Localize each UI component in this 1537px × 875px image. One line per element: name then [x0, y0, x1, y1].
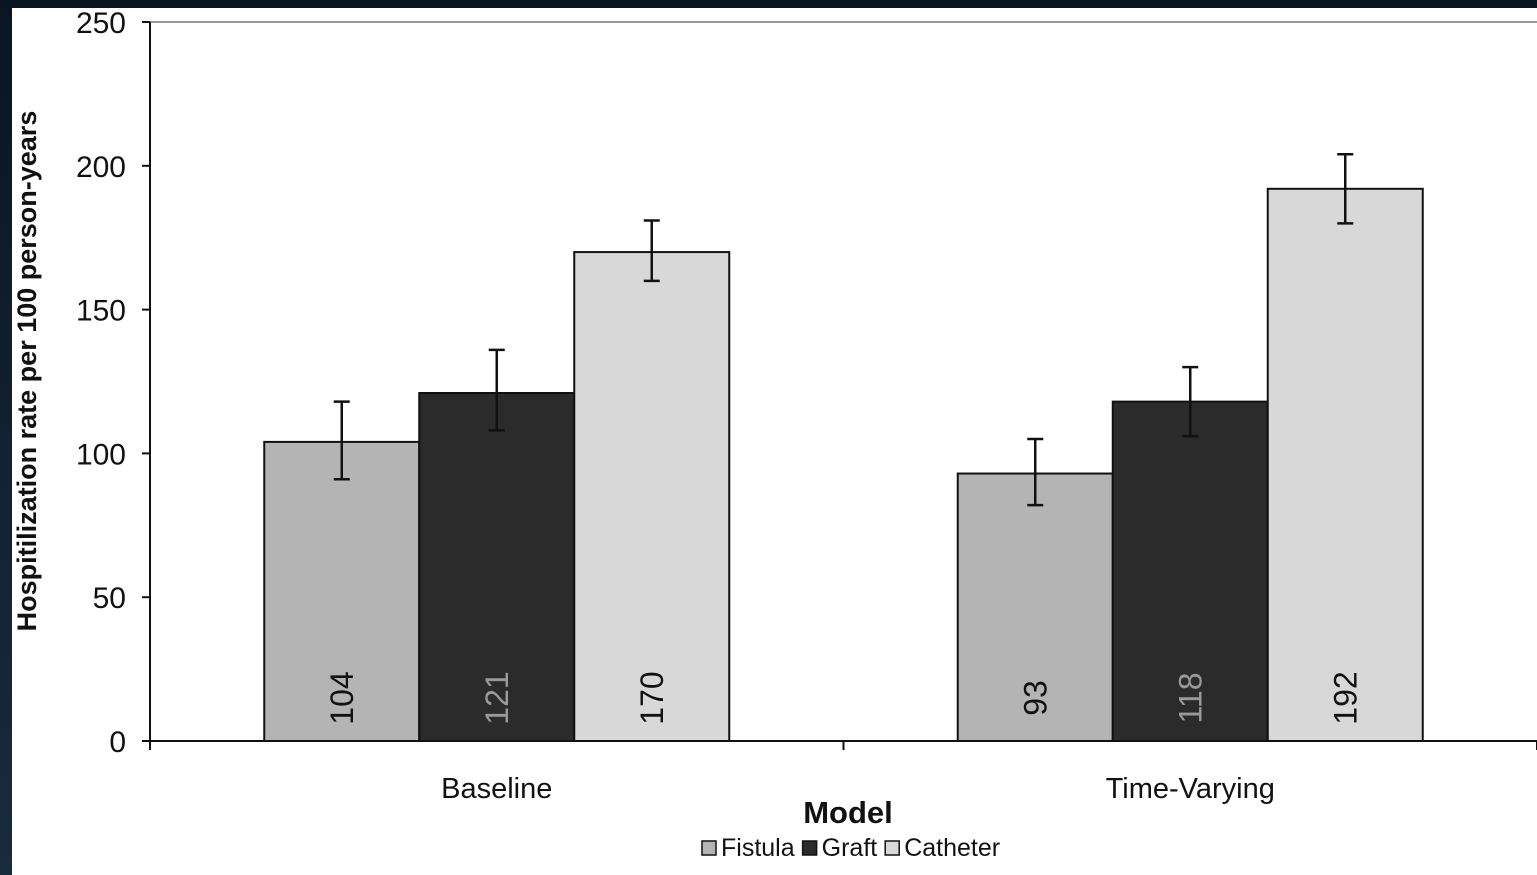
y-tick-label: 50	[93, 582, 126, 615]
x-category-label: Time-Varying	[1106, 773, 1275, 805]
legend: Fistula Graft Catheter	[701, 834, 1000, 862]
bar-value-label: 104	[324, 671, 360, 724]
bar-graft	[418, 392, 576, 742]
x-axis-title: Model	[803, 795, 893, 830]
bar-fistula	[263, 440, 421, 742]
legend-label-catheter: Catheter	[904, 834, 1000, 862]
y-axis-title: Hospitilization rate per 100 person-year…	[12, 111, 42, 632]
legend-swatch-catheter	[884, 840, 900, 856]
legend-swatch-fistula	[701, 840, 717, 856]
tick-labels: 0 50 100 150 200 250 Baseline Time-Varying	[76, 8, 1275, 805]
y-tick-label: 200	[76, 151, 126, 184]
y-tick-label: 100	[76, 438, 126, 471]
error-bars	[333, 153, 1354, 507]
x-category-label: Baseline	[441, 773, 552, 805]
legend-label-graft: Graft	[822, 834, 878, 862]
bar-graft	[1111, 400, 1269, 742]
bar-chart: 104 121 170 93 118 192 0 50 100 150 200 250 Baselin…	[12, 8, 1537, 862]
y-tick-label: 150	[76, 295, 126, 328]
y-tick-label: 0	[109, 726, 126, 759]
bar-value-label: 93	[1017, 680, 1053, 716]
legend-label-fistula: Fistula	[721, 834, 795, 862]
bar-catheter	[573, 251, 731, 743]
legend-swatch-graft	[801, 840, 818, 856]
bar-value-label: 170	[634, 671, 670, 724]
bars	[263, 187, 1424, 743]
bar-value-labels: 104 121 170 93 118 192	[324, 671, 1364, 724]
bar-catheter	[1266, 187, 1424, 743]
chart-panel: 104 121 170 93 118 192 0 50 100 150 200 250 Baselin…	[12, 8, 1537, 875]
bar-value-label: 192	[1327, 671, 1363, 724]
bar-value-label: 118	[1172, 672, 1208, 723]
y-tick-label: 250	[76, 8, 126, 40]
bar-fistula	[956, 472, 1114, 742]
bar-value-label: 121	[479, 671, 515, 724]
